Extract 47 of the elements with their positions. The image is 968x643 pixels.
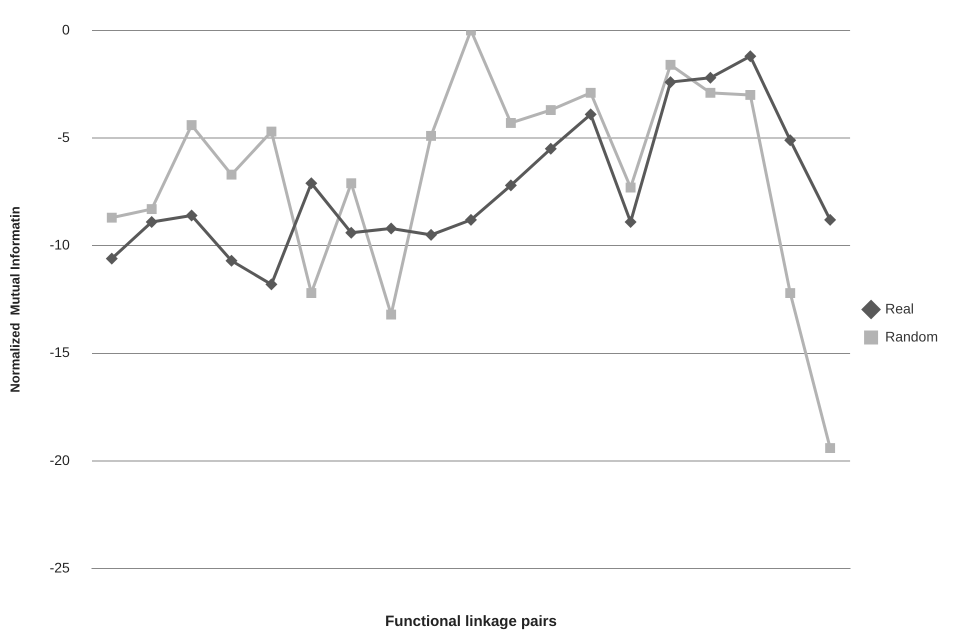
point [265, 278, 278, 290]
point [744, 50, 756, 62]
point [226, 254, 238, 267]
point [226, 170, 236, 180]
y-tick-label: -20 [50, 452, 70, 468]
point [825, 443, 836, 453]
point [266, 126, 276, 137]
legend-label: Random [885, 328, 938, 344]
point [425, 228, 438, 241]
legend-label: Real [885, 300, 914, 316]
point [785, 288, 796, 298]
y-tick-label: -5 [57, 128, 70, 145]
point [146, 216, 158, 228]
point [306, 288, 316, 298]
point [385, 222, 398, 234]
point [504, 179, 517, 192]
point [626, 182, 636, 193]
point [346, 178, 356, 188]
point [345, 226, 358, 239]
point [506, 118, 516, 128]
x-axis-title: Functional linkage pairs [385, 613, 557, 630]
point [544, 142, 557, 155]
y-axis-title: Normalized Mutual Informatin [7, 206, 22, 393]
point [784, 134, 796, 146]
point [745, 90, 756, 100]
y-tick-label: 0 [62, 21, 70, 38]
point [426, 130, 436, 141]
point [464, 214, 477, 226]
point [586, 88, 596, 98]
point [584, 108, 597, 120]
point [624, 216, 637, 228]
point [305, 177, 318, 190]
y-tick-label: -25 [50, 559, 70, 576]
point [704, 72, 716, 84]
y-tick-label: -10 [50, 236, 70, 253]
point [186, 120, 197, 130]
point [546, 105, 556, 116]
point [146, 204, 157, 214]
point [186, 210, 198, 222]
point [664, 76, 676, 88]
point [386, 310, 396, 320]
point [705, 88, 716, 98]
point [106, 212, 117, 223]
point [106, 252, 118, 265]
y-tick-label: -15 [50, 344, 70, 360]
point [666, 60, 676, 70]
point [824, 214, 836, 226]
